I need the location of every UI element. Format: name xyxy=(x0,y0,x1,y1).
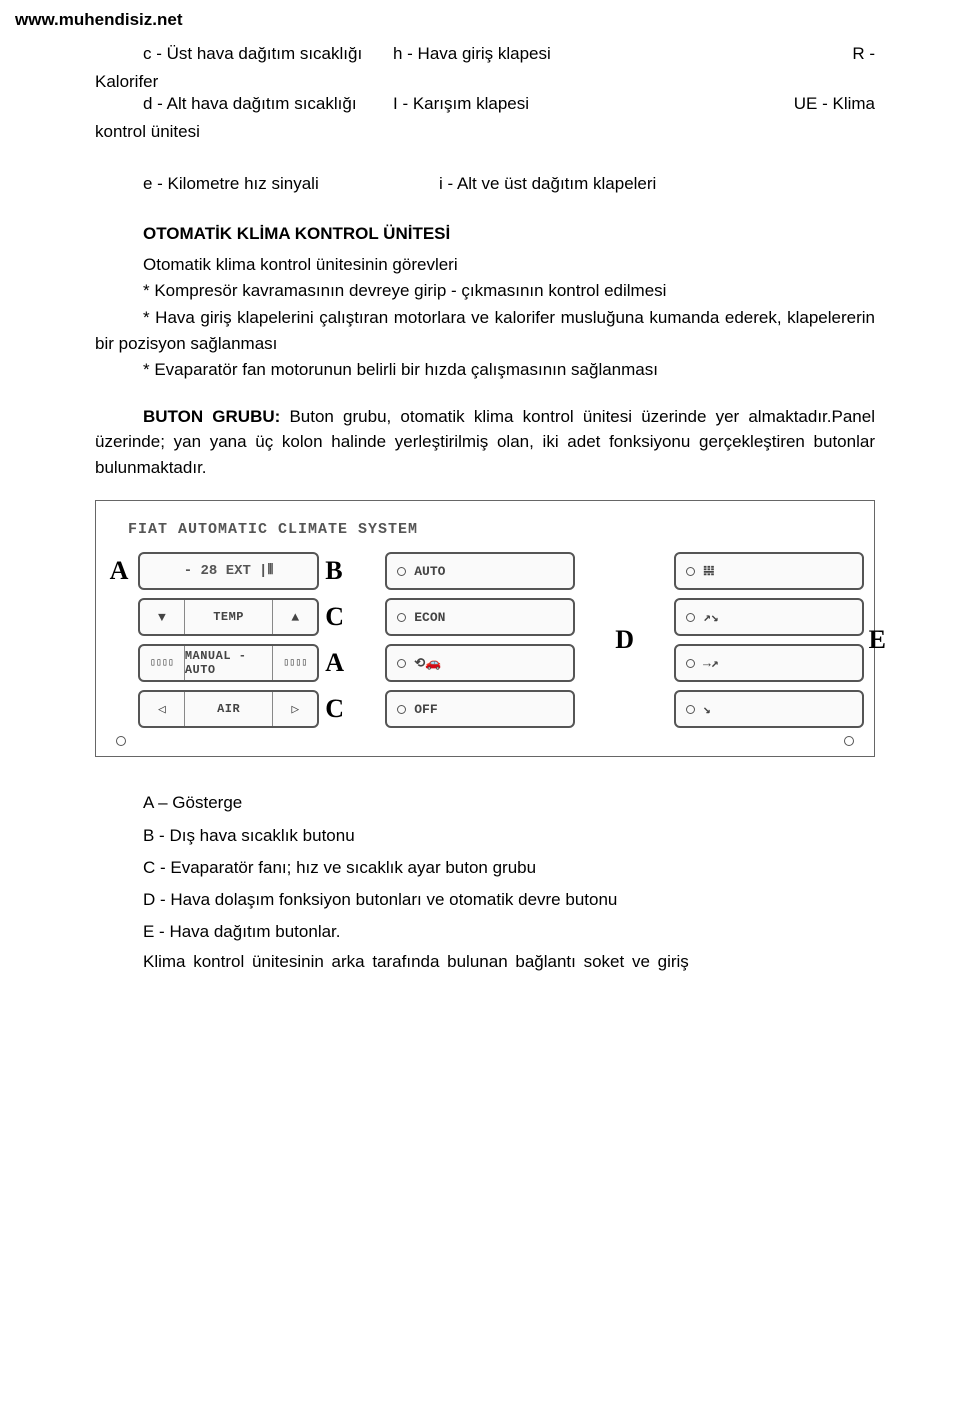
lcd-text: - 28 EXT xyxy=(184,563,251,579)
label-C-1: C xyxy=(325,602,345,632)
feet-icon: ↘ xyxy=(703,702,852,717)
r2c: UE - Klima xyxy=(613,94,875,114)
hang-2: kontrol ünitesi xyxy=(95,122,875,142)
screw-icon xyxy=(844,736,854,746)
auto-button[interactable]: AUTO xyxy=(385,552,575,590)
led-icon xyxy=(397,567,406,576)
buton-bold: BUTON GRUBU: xyxy=(143,407,280,426)
legend-c: C - Evaparatör fanı; hız ve sıcaklık aya… xyxy=(143,852,875,884)
line-intro: Otomatik klima kontrol ünitesinin görevl… xyxy=(143,252,875,278)
r1b: h - Hava giriş klapesi xyxy=(393,44,613,64)
off-label: OFF xyxy=(414,702,563,717)
led-icon xyxy=(397,613,406,622)
bullet-3: * Evaparatör fan motorunun belirli bir h… xyxy=(143,357,875,383)
recirc-button[interactable]: ⟲🚗 xyxy=(385,644,575,682)
bullet-1: * Kompresör kavramasının devreye girip -… xyxy=(143,278,875,304)
led-icon xyxy=(397,659,406,668)
led-icon xyxy=(686,613,695,622)
def-row-1: c - Üst hava dağıtım sıcaklığı h - Hava … xyxy=(95,44,875,64)
temp-down-icon[interactable]: ▼ xyxy=(140,600,185,634)
panel-title: FIAT AUTOMATIC CLIMATE SYSTEM xyxy=(128,521,864,538)
hang-1: Kalorifer xyxy=(95,72,875,92)
label-D: D xyxy=(615,625,634,655)
manual-label: MANUAL - AUTO xyxy=(185,646,274,680)
r3b: i - Alt ve üst dağıtım klapeleri xyxy=(439,174,875,194)
led-icon xyxy=(397,705,406,714)
legend-b: B - Dış hava sıcaklık butonu xyxy=(143,820,875,852)
feet-button[interactable]: ↘ xyxy=(674,690,864,728)
temp-up-icon[interactable]: ▲ xyxy=(273,600,317,634)
off-button[interactable]: OFF xyxy=(385,690,575,728)
def-row-2: d - Alt hava dağıtım sıcaklığı I - Karış… xyxy=(95,94,875,114)
label-B: B xyxy=(325,556,345,586)
econ-button[interactable]: ECON xyxy=(385,598,575,636)
legend-e: E - Hava dağıtım butonlar. xyxy=(143,916,875,948)
r2b: I - Karışım klapesi xyxy=(393,94,613,114)
econ-label: ECON xyxy=(414,610,563,625)
led-icon xyxy=(686,567,695,576)
temp-rocker[interactable]: ▼ TEMP ▲ xyxy=(138,598,319,636)
r1c: R - xyxy=(613,44,875,64)
label-C-2: C xyxy=(325,694,345,724)
manual-auto-rocker[interactable]: ▯▯▯▯ MANUAL - AUTO ▯▯▯▯ xyxy=(138,644,319,682)
air-right-icon[interactable]: ▷ xyxy=(273,692,317,726)
panel-screws xyxy=(106,728,864,746)
auto-label: AUTO xyxy=(414,564,563,579)
label-A-left: A xyxy=(106,556,132,586)
air-label: AIR xyxy=(185,692,274,726)
face-feet-button[interactable]: ↗↘ xyxy=(674,598,864,636)
final-para: Klima kontrol ünitesinin arka tarafında … xyxy=(143,949,875,975)
r2a: d - Alt hava dağıtım sıcaklığı xyxy=(143,94,393,114)
label-A-right: A xyxy=(325,648,345,678)
face-icon: →↗ xyxy=(703,656,852,671)
led-icon xyxy=(686,659,695,668)
recirc-icon: ⟲🚗 xyxy=(414,656,563,671)
label-E: E xyxy=(869,625,886,655)
buton-para: BUTON GRUBU: Buton grubu, otomatik klima… xyxy=(95,404,875,481)
page-url: www.muhendisiz.net xyxy=(15,10,875,30)
led-icon xyxy=(686,705,695,714)
auto-bars-icon[interactable]: ▯▯▯▯ xyxy=(273,646,317,680)
legend-d: D - Hava dolaşım fonksiyon butonları ve … xyxy=(143,884,875,916)
air-left-icon[interactable]: ◁ xyxy=(140,692,185,726)
section-title: OTOMATİK KLİMA KONTROL ÜNİTESİ xyxy=(143,224,875,244)
lcd-icon: |⦀ xyxy=(259,563,274,579)
bullet-2-text: * Hava giriş klapelerini çalıştıran moto… xyxy=(95,308,875,353)
lcd-display: - 28 EXT |⦀ xyxy=(138,552,319,590)
legend: A – Gösterge B - Dış hava sıcaklık buton… xyxy=(143,787,875,948)
manual-bars-icon[interactable]: ▯▯▯▯ xyxy=(140,646,185,680)
defrost-button[interactable]: 𝍐 xyxy=(674,552,864,590)
climate-panel-figure: FIAT AUTOMATIC CLIMATE SYSTEM A - 28 EXT… xyxy=(95,500,875,757)
def-row-3: e - Kilometre hız sinyali i - Alt ve üst… xyxy=(95,174,875,194)
screw-icon xyxy=(116,736,126,746)
air-rocker[interactable]: ◁ AIR ▷ xyxy=(138,690,319,728)
climate-panel: FIAT AUTOMATIC CLIMATE SYSTEM A - 28 EXT… xyxy=(95,500,875,757)
face-button[interactable]: →↗ xyxy=(674,644,864,682)
face-feet-icon: ↗↘ xyxy=(703,610,852,625)
r3a: e - Kilometre hız sinyali xyxy=(95,174,439,194)
legend-a: A – Gösterge xyxy=(143,787,875,819)
defrost-icon: 𝍐 xyxy=(703,564,852,579)
temp-label: TEMP xyxy=(185,600,274,634)
bullet-2: * Hava giriş klapelerini çalıştıran moto… xyxy=(95,305,875,358)
mode-column: AUTO ECON ⟲🚗 OFF xyxy=(385,552,575,728)
r1a: c - Üst hava dağıtım sıcaklığı xyxy=(143,44,393,64)
dist-column: 𝍐 ↗↘ →↗ ↘ xyxy=(674,552,864,728)
